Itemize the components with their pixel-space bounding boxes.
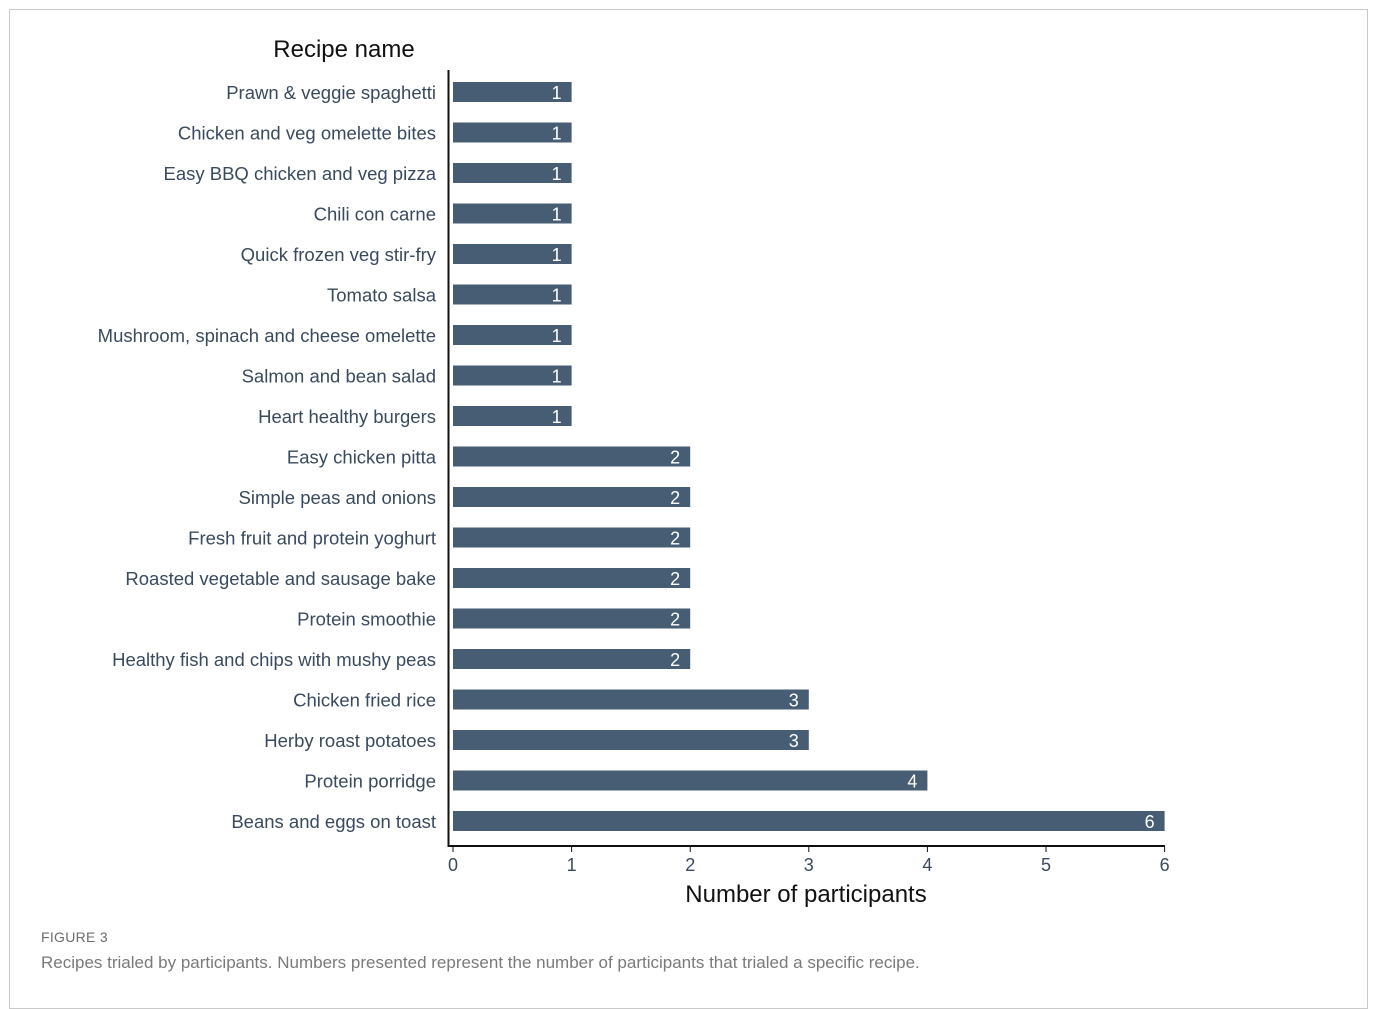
bar-value-label: 2 xyxy=(670,610,680,630)
bar-value-label: 2 xyxy=(670,448,680,468)
category-label: Protein smoothie xyxy=(297,609,436,630)
bar xyxy=(453,406,572,426)
x-tick-label: 4 xyxy=(922,855,932,875)
bar xyxy=(453,325,572,345)
bar xyxy=(453,284,572,305)
bar xyxy=(453,203,572,224)
bar xyxy=(453,365,572,386)
x-tick-label: 1 xyxy=(567,855,577,875)
category-label: Quick frozen veg stir-fry xyxy=(241,244,437,265)
bar-value-label: 1 xyxy=(552,205,562,225)
bar xyxy=(453,689,809,710)
bar-value-label: 4 xyxy=(907,772,917,792)
category-label: Prawn & veggie spaghetti xyxy=(226,82,436,103)
bar xyxy=(453,527,691,548)
category-label: Easy chicken pitta xyxy=(287,447,437,468)
bar-value-label: 2 xyxy=(670,650,680,670)
bar-value-label: 1 xyxy=(552,326,562,346)
bar-value-label: 3 xyxy=(789,731,799,751)
bar-value-label: 1 xyxy=(552,407,562,427)
x-tick-label: 0 xyxy=(448,855,458,875)
category-label: Heart healthy burgers xyxy=(258,406,436,427)
bar xyxy=(453,730,809,750)
bar-value-label: 2 xyxy=(670,488,680,508)
category-label: Protein porridge xyxy=(304,771,436,792)
figure-label: FIGURE 3 xyxy=(41,929,108,945)
category-label: Fresh fruit and protein yoghurt xyxy=(188,528,436,549)
category-label: Herby roast potatoes xyxy=(264,730,436,751)
bar xyxy=(453,244,572,264)
bar-value-label: 2 xyxy=(670,569,680,589)
x-tick-label: 3 xyxy=(804,855,814,875)
category-label: Beans and eggs on toast xyxy=(231,811,436,832)
bar xyxy=(453,446,691,467)
x-tick-label: 5 xyxy=(1041,855,1051,875)
bar-value-label: 1 xyxy=(552,286,562,306)
bar xyxy=(453,163,572,183)
bar xyxy=(453,568,691,588)
category-labels-layer: Prawn & veggie spaghetti Chicken and veg … xyxy=(98,82,437,832)
bar xyxy=(453,608,691,629)
category-label: Chili con carne xyxy=(314,204,436,225)
figure-frame xyxy=(9,9,1368,1009)
category-label: Roasted vegetable and sausage bake xyxy=(125,568,436,589)
category-label: Chicken and veg omelette bites xyxy=(178,123,436,144)
bar-value-label: 3 xyxy=(789,691,799,711)
bar xyxy=(453,649,691,669)
bar-value-label: 1 xyxy=(552,83,562,103)
bar-value-label: 1 xyxy=(552,245,562,265)
bar-value-label: 6 xyxy=(1145,812,1155,832)
bar xyxy=(453,770,928,791)
bars-layer: 1 1 1 1 1 1 1 1 1 2 2 2 2 2 2 3 3 4 6 xyxy=(453,82,1165,832)
bar xyxy=(453,487,691,507)
x-tick-labels-layer: 0 1 2 3 4 5 6 xyxy=(448,846,1170,875)
category-label: Easy BBQ chicken and veg pizza xyxy=(163,163,436,184)
chart-title: Recipe name xyxy=(273,36,414,63)
bar-value-label: 2 xyxy=(670,529,680,549)
x-tick-label: 2 xyxy=(685,855,695,875)
bar xyxy=(453,82,572,102)
bar-value-label: 1 xyxy=(552,164,562,184)
category-label: Chicken fried rice xyxy=(293,690,436,711)
bar-value-label: 1 xyxy=(552,367,562,387)
bar xyxy=(453,122,572,143)
category-label: Tomato salsa xyxy=(327,285,437,306)
category-label: Simple peas and onions xyxy=(239,487,436,508)
bar xyxy=(453,811,1165,831)
category-label: Mushroom, spinach and cheese omelette xyxy=(98,325,436,346)
category-label: Salmon and bean salad xyxy=(242,366,436,387)
x-tick-label: 6 xyxy=(1160,855,1170,875)
figure-caption: Recipes trialed by participants. Numbers… xyxy=(41,953,920,972)
bar-value-label: 1 xyxy=(552,124,562,144)
category-label: Healthy fish and chips with mushy peas xyxy=(112,649,436,670)
x-axis-label: Number of participants xyxy=(685,881,926,908)
